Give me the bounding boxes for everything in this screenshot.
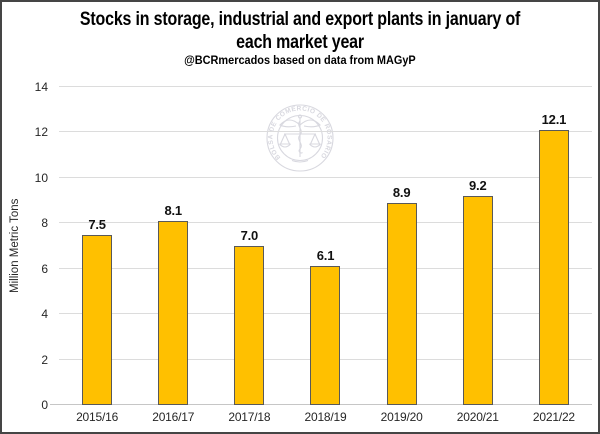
y-tick-label: 12	[34, 125, 48, 140]
y-tick-label: 2	[41, 352, 48, 367]
bar	[158, 221, 189, 405]
plot-area: BOLSA DE COMERCIO DE ROSARIO 7.5 8.1 7.0 6.…	[50, 86, 592, 405]
bar-column: 8.9	[364, 87, 440, 405]
bar-column: 9.2	[440, 87, 516, 405]
watermark-serpent	[298, 120, 303, 154]
x-tick-label: 2017/18	[228, 410, 271, 424]
bar-column: 12.1	[516, 87, 592, 405]
chart-subtitle: @BCRmercados based on data from MAGyP	[184, 55, 416, 67]
bar-value-label: 7.5	[88, 216, 106, 232]
bar	[82, 234, 113, 405]
x-tick-label: 2018/19	[304, 410, 347, 424]
bar-value-label: 8.9	[392, 184, 411, 200]
gridline	[59, 86, 592, 87]
bar-value-label: 6.1	[316, 248, 335, 264]
watermark-left-scale	[279, 133, 291, 148]
bar	[386, 202, 417, 405]
bar	[310, 266, 341, 405]
bar-value-label: 7.0	[240, 228, 259, 243]
chart-header: Stocks in storage, industrial and export…	[2, 8, 598, 67]
gridline	[59, 222, 592, 224]
bar-value-label: 9.2	[469, 178, 487, 194]
bar-column: 7.0	[211, 87, 287, 405]
x-tick-label: 2016/17	[152, 410, 195, 424]
bar	[538, 130, 569, 405]
watermark-right-scale	[309, 133, 321, 148]
bar	[462, 196, 493, 405]
x-tick-label: 2015/16	[76, 410, 119, 424]
y-tick-labels: 0 2 4 6 8 10 12 14	[16, 80, 48, 412]
watermark-wings	[279, 119, 321, 128]
chart-title-line-1: Stocks in storage, industrial and export…	[79, 9, 521, 30]
y-tick-label: 10	[34, 170, 48, 185]
x-tick-label: 2019/20	[380, 410, 423, 424]
y-tick-label: 8	[41, 216, 48, 231]
x-tick-label: 2020/21	[456, 410, 499, 424]
bar-column: 7.5	[59, 87, 135, 405]
bar-column: 6.1	[287, 87, 363, 405]
gridline	[59, 176, 592, 178]
bar-column: 8.1	[135, 87, 211, 405]
bar	[234, 246, 265, 405]
watermark-ribbon	[291, 159, 309, 163]
y-tick-label: 0	[41, 398, 48, 412]
chart-title-line-2: each market year	[236, 32, 364, 53]
x-tick-labels: 2015/16 2016/17 2017/18 2018/19 2019/20 2020/…	[59, 410, 592, 424]
y-tick-label: 14	[34, 80, 48, 94]
watermark-outer-ring	[266, 104, 334, 172]
x-tick-label: 2021/22	[532, 410, 575, 424]
bar-value-label: 8.1	[164, 203, 182, 219]
bcr-watermark-logo: BOLSA DE COMERCIO DE ROSARIO	[266, 104, 334, 172]
gridline	[59, 131, 592, 133]
y-tick-label: 6	[41, 261, 48, 276]
bars-row: 7.5 8.1 7.0 6.1 8.9 9.2 12.1	[59, 87, 592, 405]
y-tick-label: 4	[41, 307, 48, 322]
bar-value-label: 12.1	[541, 112, 567, 128]
